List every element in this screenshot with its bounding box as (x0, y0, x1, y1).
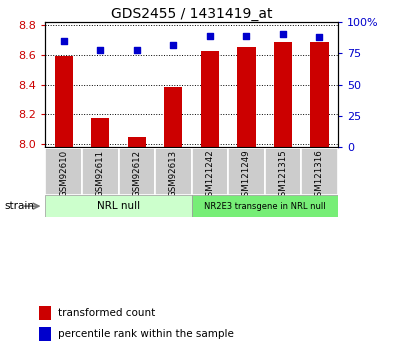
Text: GSM121249: GSM121249 (242, 150, 251, 203)
Point (280, 31, 286, 36)
Point (316, 34, 323, 40)
Bar (55, 57, 73, 147)
Bar (164, 87, 182, 147)
Bar (228, 148, 265, 195)
Point (60, 38, 67, 44)
Bar (265, 148, 301, 195)
Bar (274, 42, 292, 147)
Bar (192, 148, 228, 195)
Point (170, 42, 177, 48)
Bar (201, 50, 219, 147)
Text: GSM121242: GSM121242 (205, 150, 214, 203)
Bar (237, 47, 256, 147)
Bar (192, 195, 338, 217)
Text: NR2E3 transgene in NRL null: NR2E3 transgene in NRL null (204, 201, 325, 211)
Bar (155, 148, 192, 195)
Bar (310, 42, 329, 147)
Bar (82, 148, 118, 195)
Text: GSM92613: GSM92613 (169, 150, 178, 197)
Text: GSM121315: GSM121315 (278, 150, 288, 203)
Text: percentile rank within the sample: percentile rank within the sample (58, 329, 234, 339)
Point (97, 47, 103, 52)
Bar (301, 148, 338, 195)
Bar (39, 306, 51, 320)
Text: GSM92612: GSM92612 (132, 150, 141, 197)
Point (134, 47, 140, 52)
Bar (45, 148, 82, 195)
Title: GDS2455 / 1431419_at: GDS2455 / 1431419_at (111, 7, 272, 21)
Text: strain: strain (4, 201, 34, 211)
Bar (91, 118, 109, 147)
Text: GSM92611: GSM92611 (96, 150, 105, 197)
Text: GSM92610: GSM92610 (59, 150, 68, 197)
Text: transformed count: transformed count (58, 308, 155, 318)
Text: NRL null: NRL null (97, 201, 140, 211)
Bar (118, 148, 155, 195)
Text: GSM121316: GSM121316 (315, 150, 324, 203)
Bar (45, 195, 192, 217)
Bar (128, 137, 146, 147)
Point (207, 33, 213, 39)
Bar (39, 327, 51, 341)
Point (243, 33, 250, 39)
